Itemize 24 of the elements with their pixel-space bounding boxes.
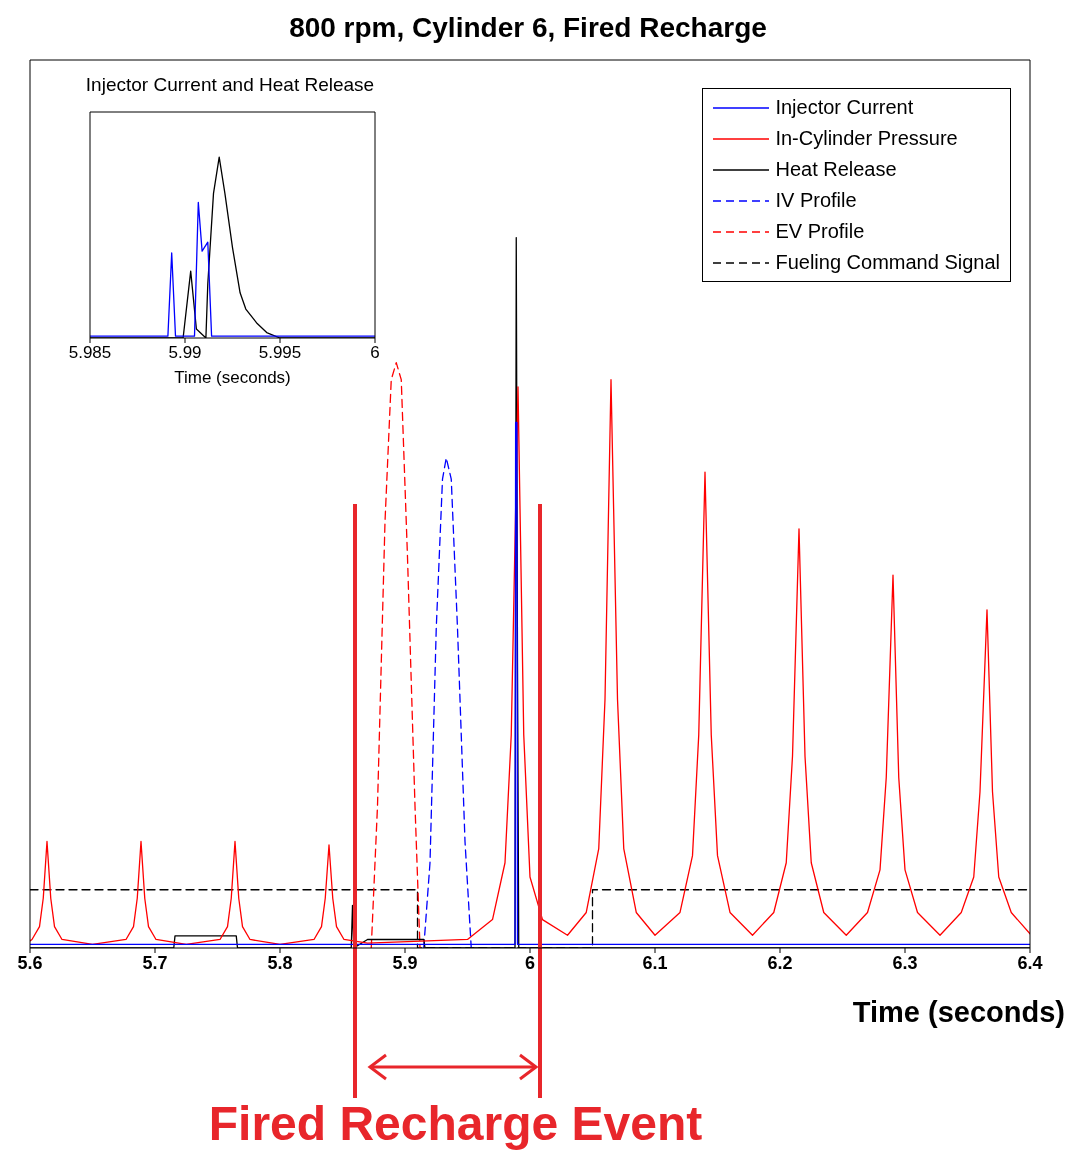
legend-label: EV Profile bbox=[775, 220, 865, 243]
x-tick-label: 6.2 bbox=[767, 952, 793, 973]
legend-label: Heat Release bbox=[775, 158, 897, 181]
x-tick-label: 6 bbox=[370, 343, 380, 363]
x-axis-title: Time (seconds) bbox=[852, 996, 1065, 1029]
x-tick-label: 5.8 bbox=[267, 952, 293, 973]
legend-label: Fueling Command Signal bbox=[775, 251, 1000, 274]
x-tick-label: 6 bbox=[524, 952, 536, 973]
x-tick-label: 5.7 bbox=[142, 952, 168, 973]
x-tick-label: 5.985 bbox=[68, 343, 112, 363]
x-tick-label: 5.995 bbox=[258, 343, 302, 363]
x-tick-label: 5.6 bbox=[17, 952, 43, 973]
x-tick-label: 6.1 bbox=[642, 952, 668, 973]
legend-label: In-Cylinder Pressure bbox=[775, 127, 958, 150]
x-tick-label: 6.4 bbox=[1017, 952, 1043, 973]
legend-label: IV Profile bbox=[775, 189, 857, 212]
x-tick-label: 6.3 bbox=[892, 952, 918, 973]
x-tick-label: 5.9 bbox=[392, 952, 418, 973]
text: Fired Recharge Event bbox=[207, 1096, 704, 1151]
chart-title: Injector Current and Heat Release bbox=[84, 74, 376, 96]
x-tick-label: 5.99 bbox=[168, 343, 202, 363]
legend-label: Injector Current bbox=[775, 96, 914, 119]
chart-title: 800 rpm, Cylinder 6, Fired Recharge bbox=[288, 12, 768, 44]
x-axis-title: Time (seconds) bbox=[173, 368, 292, 388]
